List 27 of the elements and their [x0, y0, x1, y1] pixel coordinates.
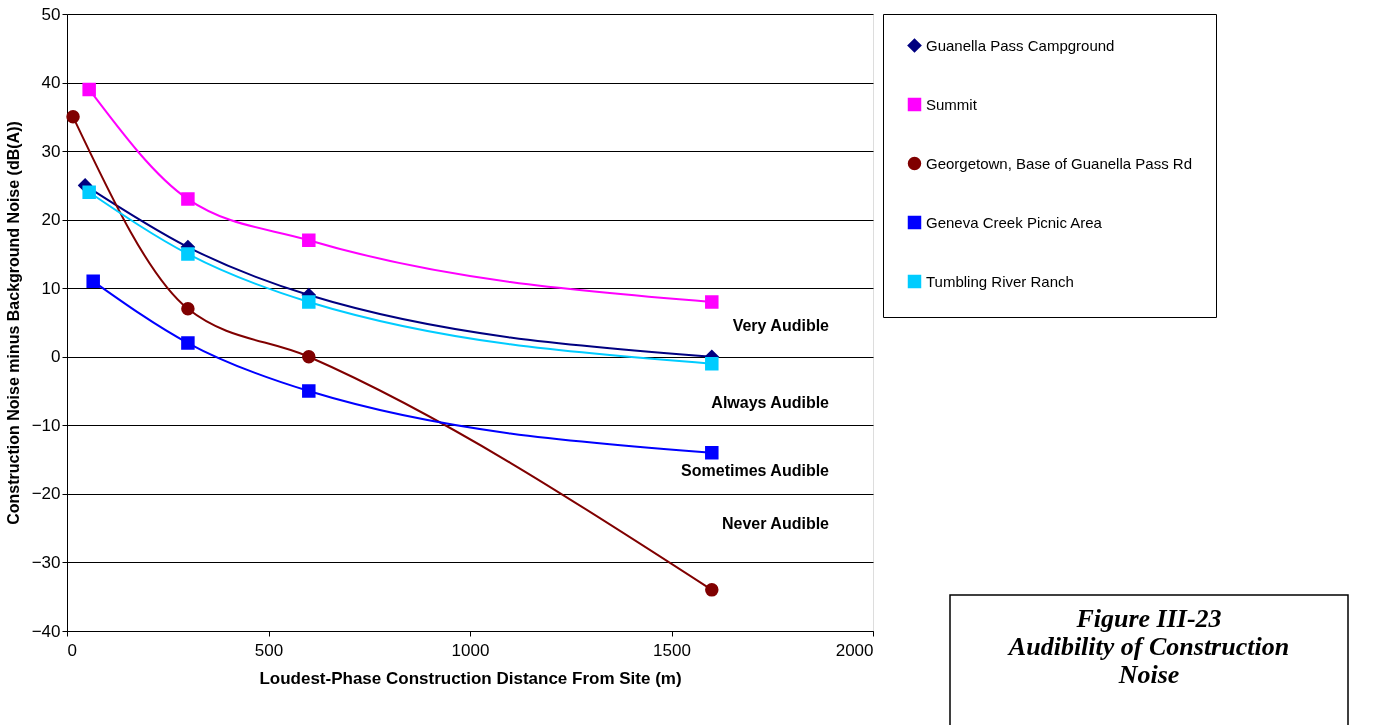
x-tick-label: 500 — [254, 640, 284, 660]
y-tick-label: 30 — [41, 141, 61, 161]
y-axis-title: Construction Noise minus Background Noise (dB(A)) — [4, 121, 22, 525]
y-tick-label: 40 — [41, 73, 61, 93]
annotation: Never Audible — [722, 515, 830, 532]
legend-label: Summit — [926, 95, 978, 113]
legend-label: Georgetown, Base of Guanella Pass Rd — [926, 154, 1192, 172]
y-tick-label: 10 — [41, 278, 61, 298]
y-tick-label: −30 — [31, 552, 61, 572]
x-tick-label: 2000 — [835, 640, 874, 660]
y-tick-label: −20 — [31, 484, 61, 504]
y-tick-label: −10 — [31, 415, 61, 435]
y-tick-label: 20 — [41, 210, 61, 230]
x-axis-title: Loudest-Phase Construction Distance From Site (m) — [259, 668, 682, 688]
legend-label: Guanella Pass Campground — [926, 36, 1115, 54]
legend-label: Tumbling River Ranch — [926, 272, 1074, 290]
annotation: Sometimes Audible — [681, 462, 830, 479]
x-tick-label: 1000 — [451, 640, 490, 660]
y-tick-label: 0 — [51, 347, 61, 367]
annotation: Very Audible — [732, 317, 830, 334]
x-tick-label: 0 — [67, 640, 77, 660]
legend-label: Geneva Creek Picnic Area — [926, 213, 1103, 231]
y-tick-label: 50 — [41, 4, 61, 24]
x-tick-label: 1500 — [653, 640, 691, 660]
y-tick-label: −40 — [31, 621, 61, 641]
annotation: Always Audible — [711, 394, 830, 411]
text: Figure III-23 Audibility of Construction Noise — [1006, 604, 1290, 689]
